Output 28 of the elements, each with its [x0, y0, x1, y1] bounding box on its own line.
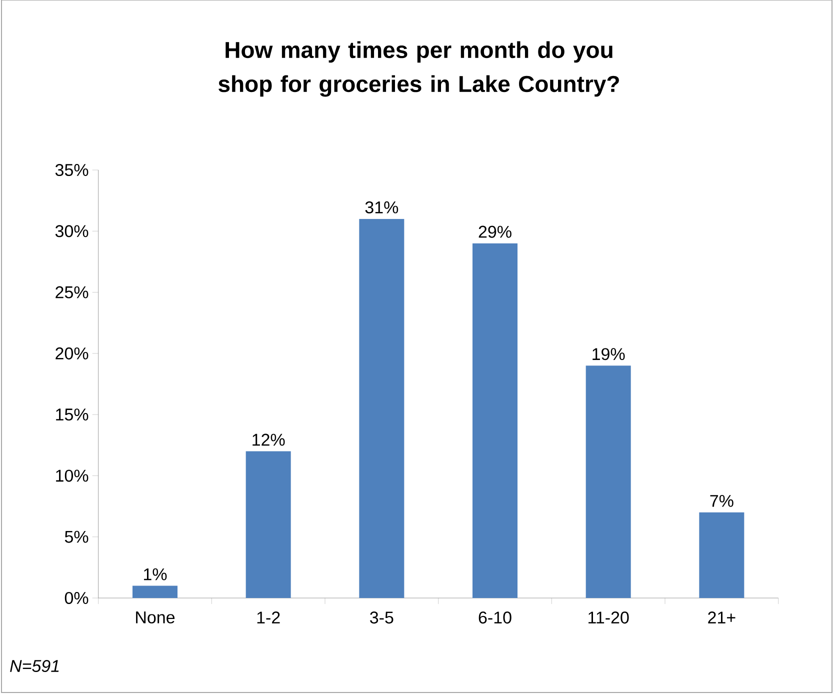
x-tick-label: 6-10: [478, 612, 512, 624]
text: N=591: [10, 660, 59, 672]
bar: [359, 218, 404, 598]
y-tick-label: 35%: [55, 164, 88, 176]
bar: [132, 586, 178, 598]
y-tick-label: 15%: [56, 408, 88, 421]
data-label: 19%: [592, 348, 625, 360]
x-tick-label: 1-2: [257, 612, 280, 624]
x-tick-label: 21+: [708, 612, 736, 624]
bar: [246, 451, 291, 598]
x-tick-label: 11-20: [588, 612, 629, 624]
bar: [699, 512, 744, 598]
data-label: 12%: [252, 434, 285, 446]
y-tick-label: 5%: [64, 530, 88, 543]
x-tick-label: 3-5: [370, 612, 394, 624]
bar: [586, 366, 631, 598]
y-tick-label: 30%: [55, 225, 88, 238]
y-tick-label: 25%: [56, 286, 88, 298]
y-tick-label: 0%: [64, 592, 88, 604]
y-tick-label: 10%: [56, 470, 88, 482]
bar: [472, 243, 518, 598]
chart-title: How many times per month do you shop for groceries in Lake Country?: [218, 41, 619, 97]
x-tick-label: None: [136, 612, 175, 624]
data-label: 7%: [710, 494, 734, 507]
data-label: 31%: [365, 201, 398, 214]
y-tick-label: 20%: [56, 347, 88, 360]
data-label: 1%: [144, 568, 167, 580]
data-label: 29%: [478, 226, 512, 238]
